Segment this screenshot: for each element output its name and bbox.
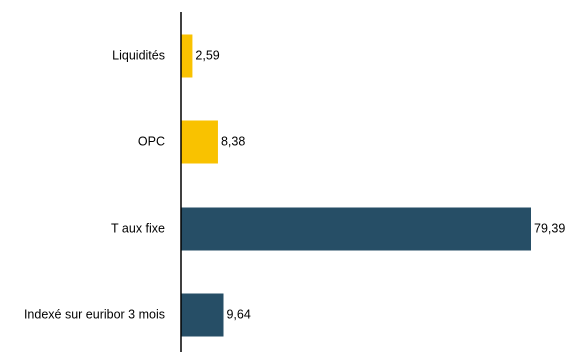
data-label-2: 79,39 bbox=[534, 221, 565, 235]
data-label-3: 9,64 bbox=[226, 307, 250, 321]
bar-3 bbox=[181, 293, 224, 337]
data-label-1: 8,38 bbox=[221, 134, 245, 148]
bars-group bbox=[181, 34, 531, 337]
category-label-2: T aux fixe bbox=[111, 221, 165, 235]
category-label-0: Liquidités bbox=[112, 48, 165, 62]
bar-0 bbox=[181, 34, 193, 78]
data-label-0: 2,59 bbox=[195, 48, 219, 62]
bar-2 bbox=[181, 207, 531, 251]
category-label-1: OPC bbox=[138, 134, 165, 148]
bar-1 bbox=[181, 120, 218, 164]
labels-group: Liquidités 2,59 OPC 8,38 T aux fixe 79,39 Inde… bbox=[24, 48, 565, 321]
category-label-3: Indexé sur euribor 3 mois bbox=[24, 307, 165, 321]
